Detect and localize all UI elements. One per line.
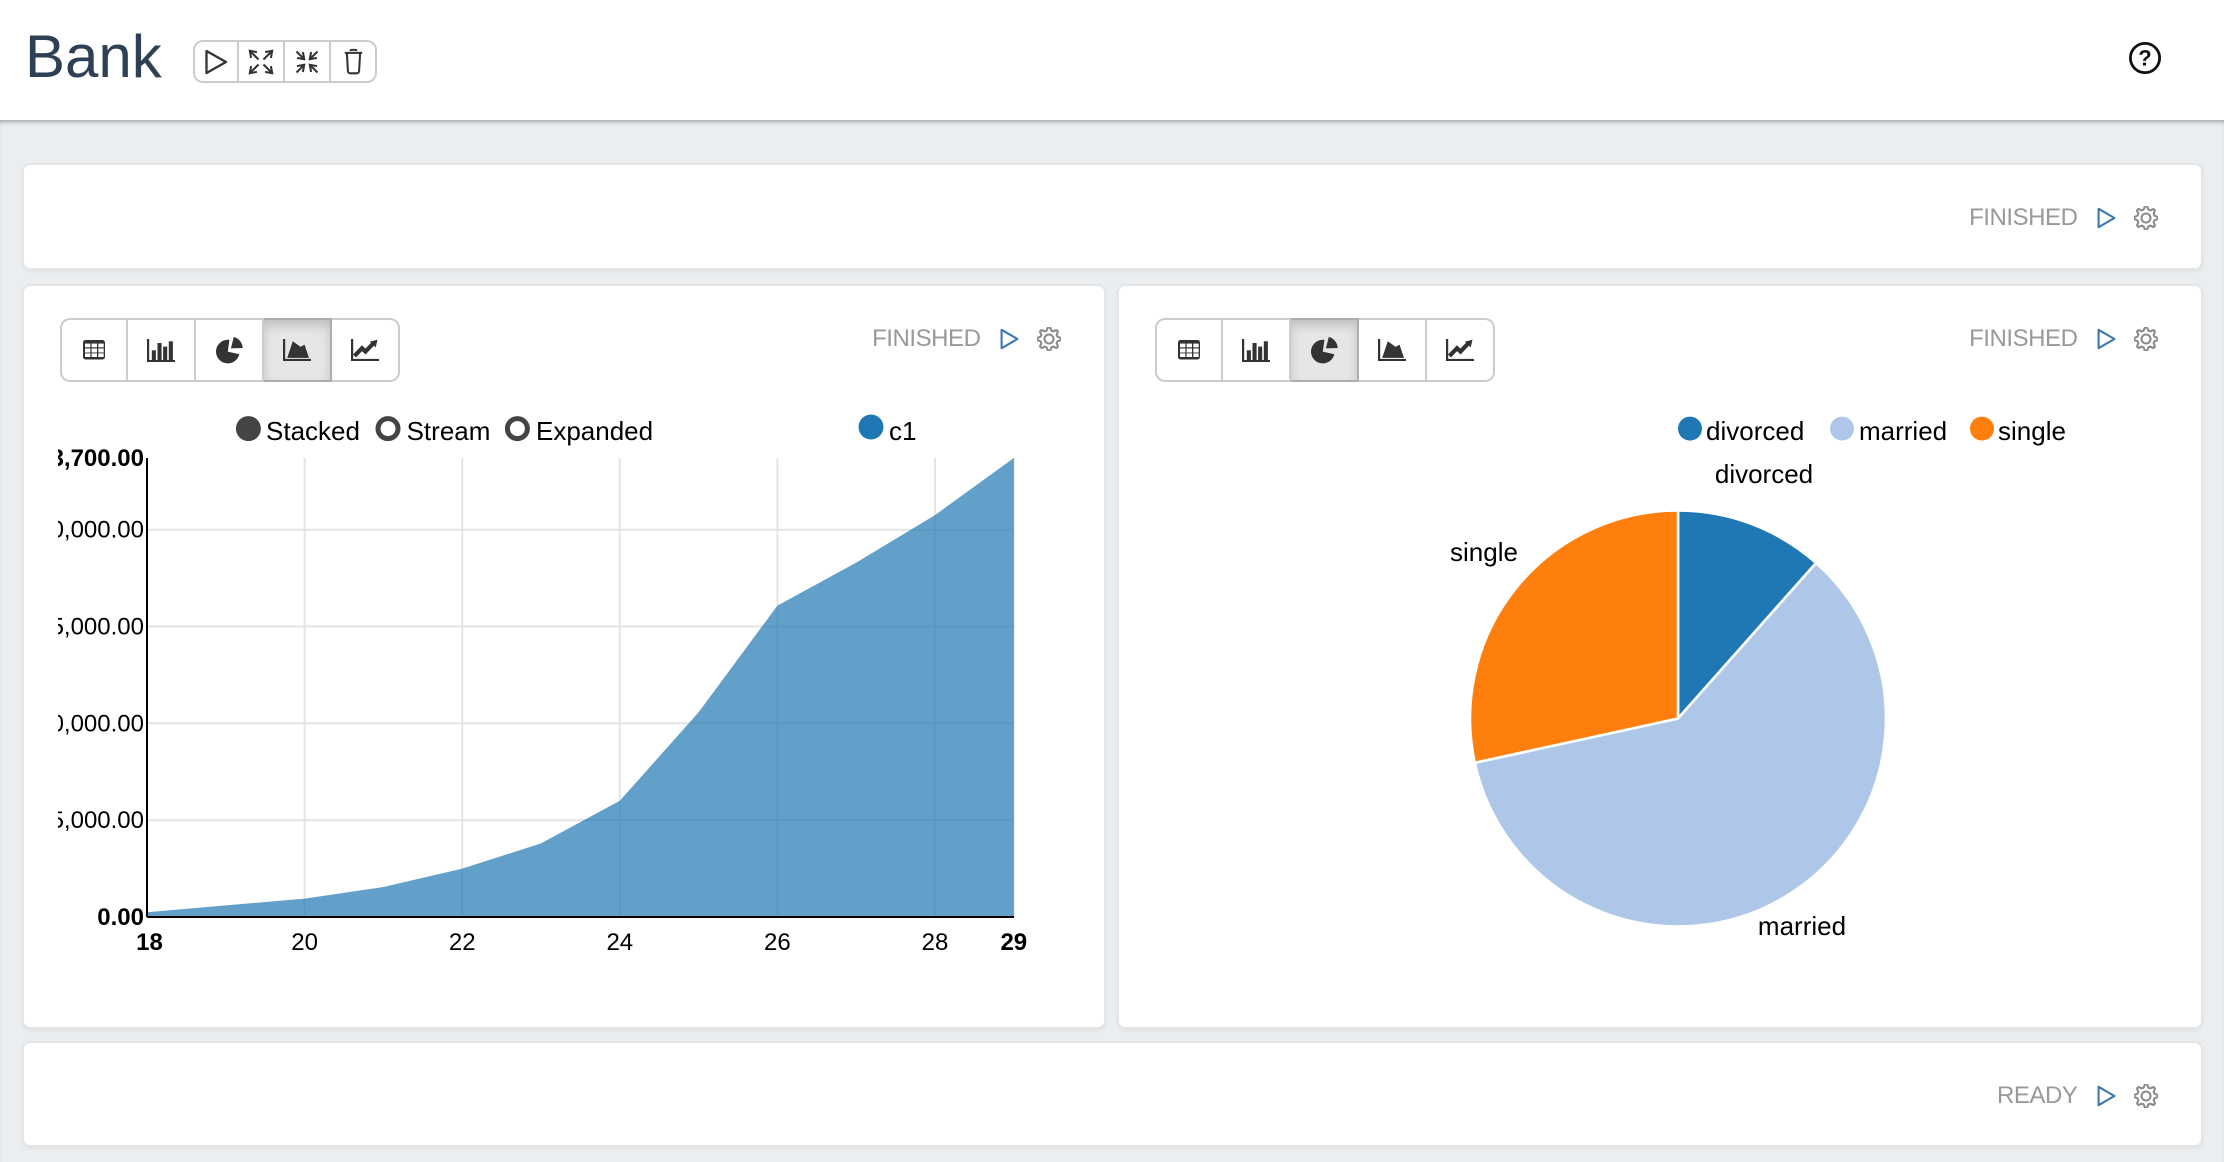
- svg-text:29: 29: [1000, 929, 1027, 956]
- svg-text:Expanded: Expanded: [536, 416, 653, 446]
- svg-text:married: married: [1859, 416, 1947, 446]
- svg-text:divorced: divorced: [1706, 416, 1804, 446]
- svg-text:?: ?: [2138, 46, 2151, 71]
- svg-text:single: single: [1450, 537, 1518, 567]
- svg-text:divorced: divorced: [1715, 459, 1813, 489]
- svg-text:15,000.00: 15,000.00: [58, 614, 144, 641]
- svg-text:22: 22: [449, 929, 476, 956]
- svg-text:18: 18: [136, 929, 163, 956]
- svg-text:20,000.00: 20,000.00: [58, 517, 144, 544]
- svg-text:23,700.00: 23,700.00: [58, 445, 144, 472]
- svg-text:5,000.00: 5,000.00: [58, 807, 144, 834]
- svg-text:26: 26: [764, 929, 791, 956]
- svg-text:single: single: [1998, 416, 2066, 446]
- svg-text:married: married: [1758, 911, 1846, 941]
- svg-text:10,000.00: 10,000.00: [58, 710, 144, 737]
- svg-text:0.00: 0.00: [97, 904, 144, 931]
- svg-text:Stacked: Stacked: [266, 416, 360, 446]
- svg-text:24: 24: [606, 929, 633, 956]
- svg-text:c1: c1: [889, 416, 916, 446]
- svg-text:28: 28: [922, 929, 949, 956]
- svg-text:Stream: Stream: [407, 416, 491, 446]
- svg-text:20: 20: [291, 929, 318, 956]
